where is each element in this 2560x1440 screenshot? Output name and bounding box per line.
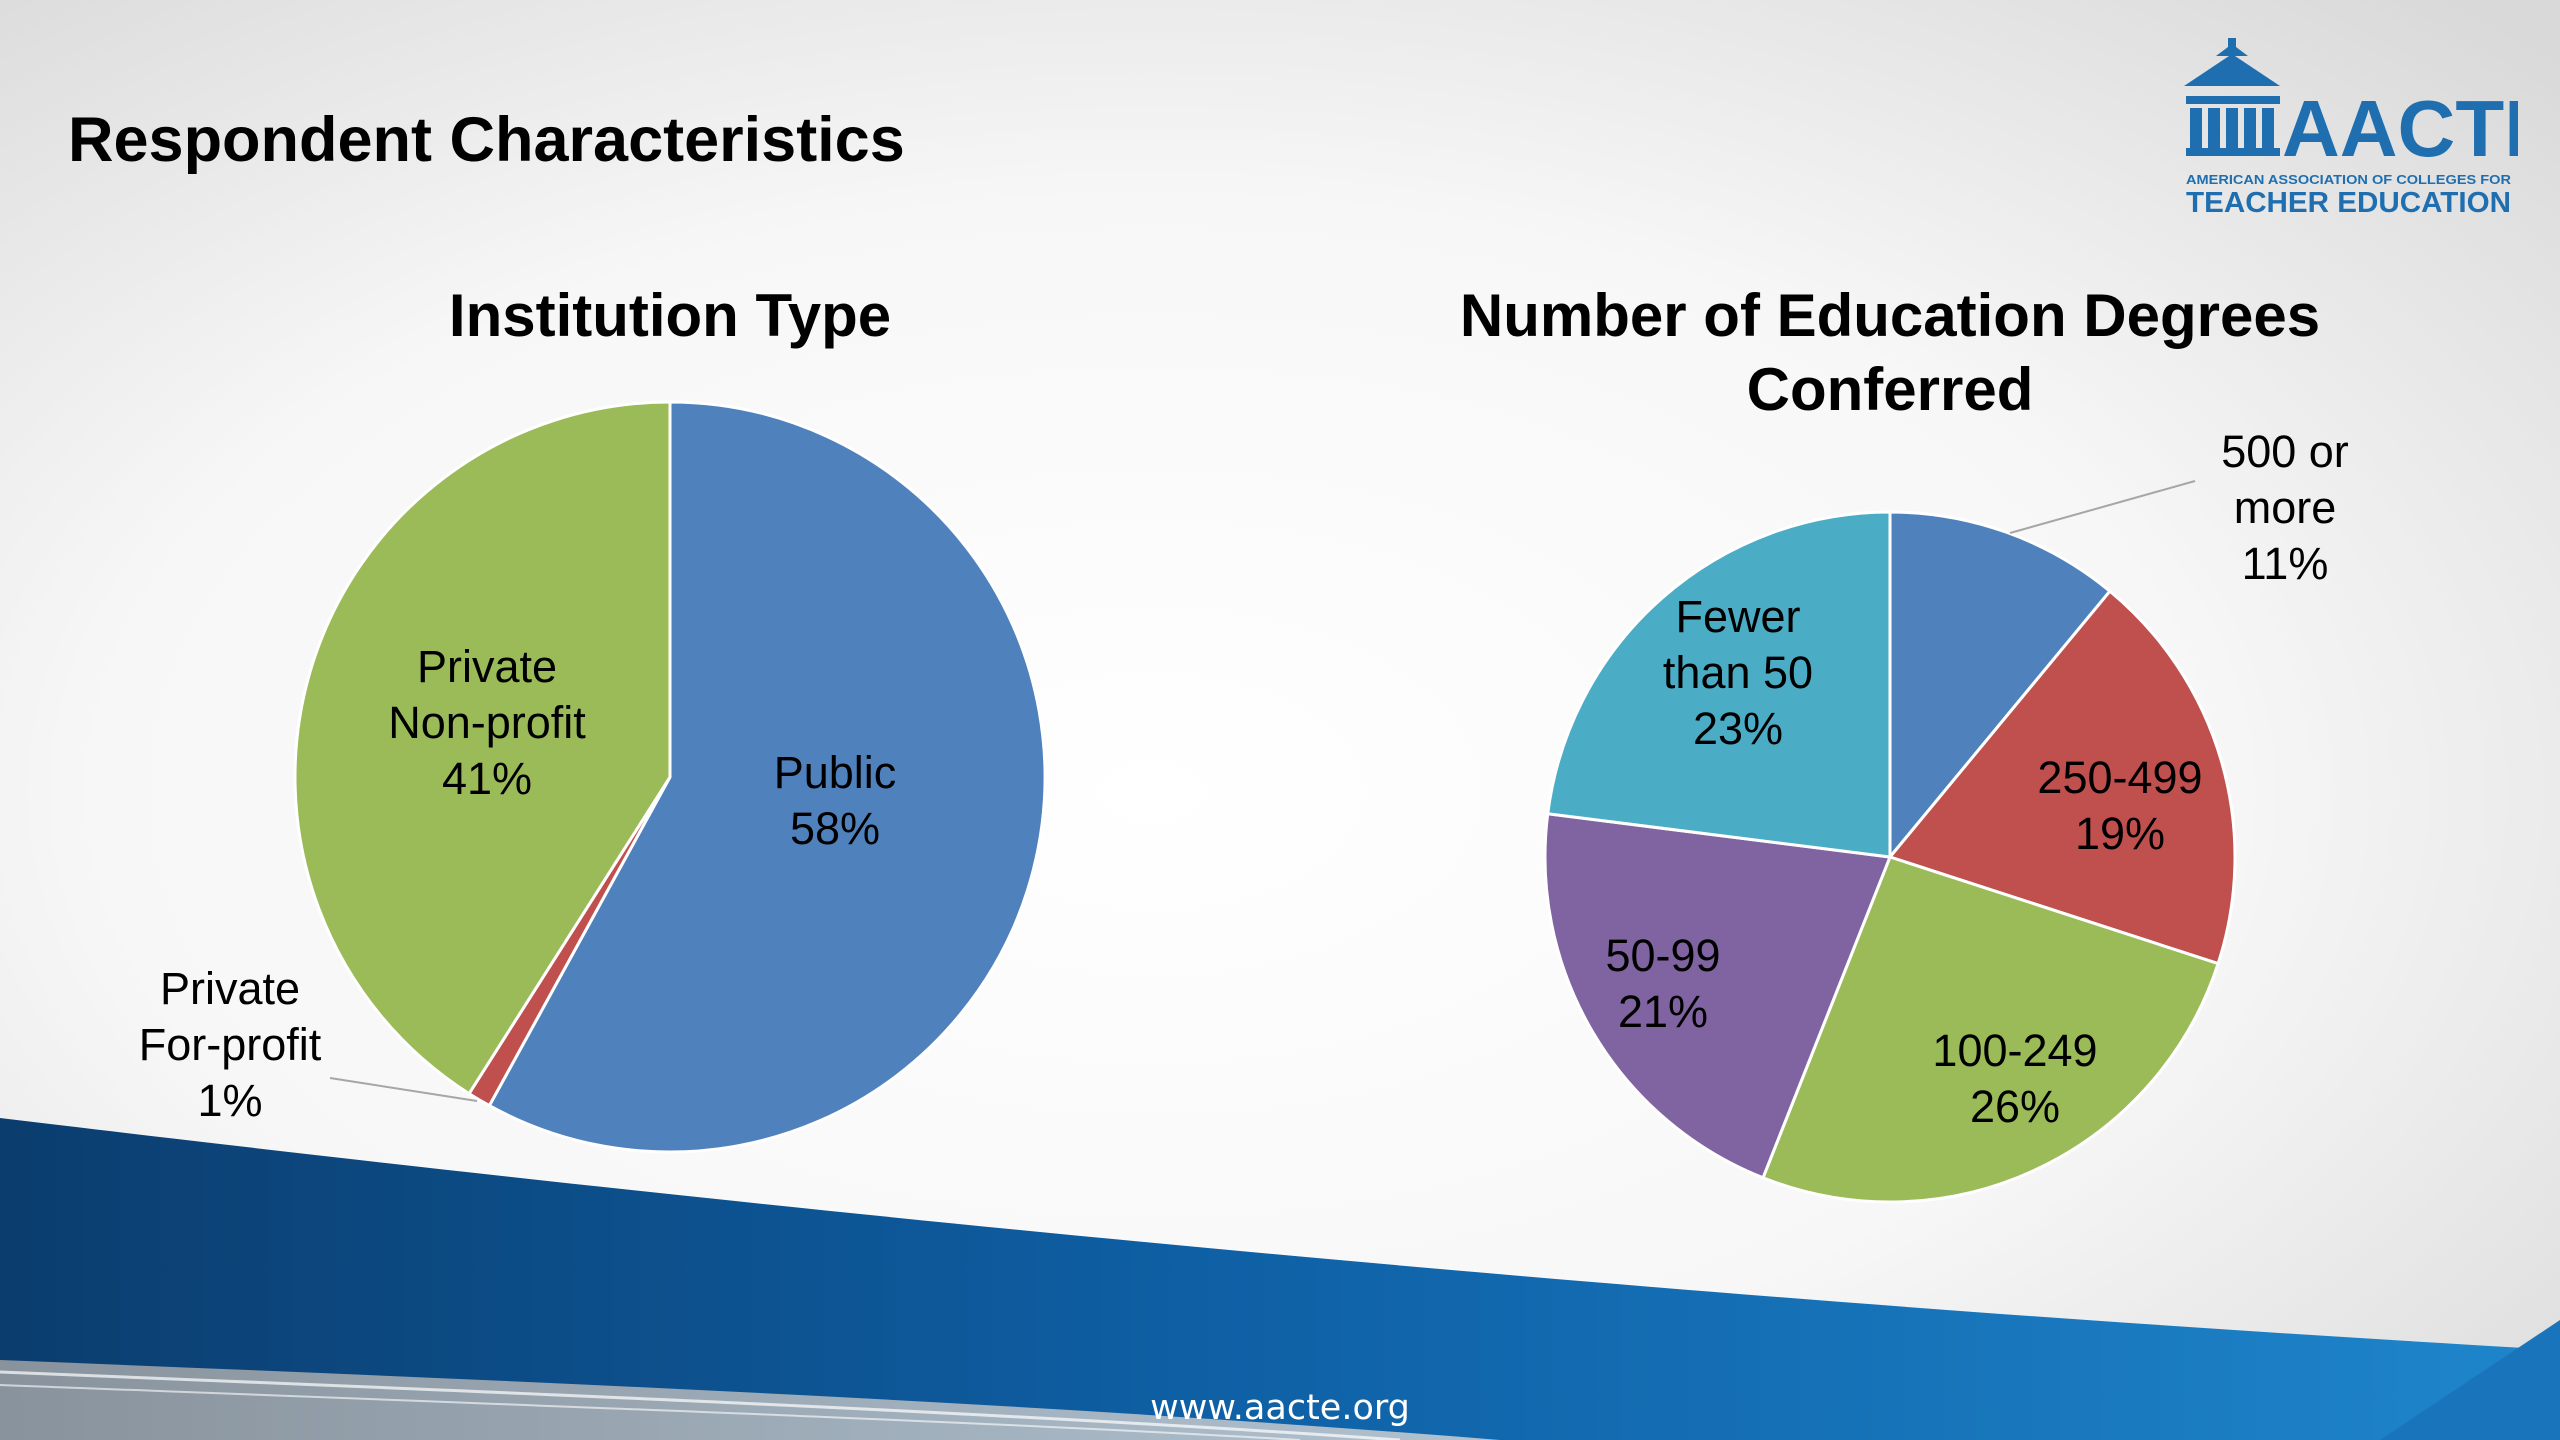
leader-line <box>329 1077 478 1102</box>
pie-slice-private-non-profit <box>293 400 672 1096</box>
chart-title-line2: Conferred <box>1747 356 2034 423</box>
slice-label: Private Non-profit 41% <box>388 641 586 804</box>
pie-slice-50-99 <box>1543 812 1893 1180</box>
slice-label: 500 or more 11% <box>2221 426 2349 589</box>
slice-label: 50-99 21% <box>1605 930 1720 1037</box>
pie-slice-250-499 <box>1887 589 2237 966</box>
pie-slice-fewer-than-50 <box>1546 510 1892 859</box>
pie-slice-public <box>487 400 1047 1154</box>
pie-slice-500-or-more <box>1888 510 2113 862</box>
slice-label: Public 58% <box>774 747 897 854</box>
logo-wordmark: AACTE <box>2282 84 2518 173</box>
slice-label: 100-249 26% <box>1932 1025 2097 1132</box>
slide-title: Respondent Characteristics <box>68 105 905 175</box>
footer-url: www.aacte.org <box>1150 1388 1410 1428</box>
logo-subtitle-line1: AMERICAN ASSOCIATION OF COLLEGES FOR <box>2186 173 2511 187</box>
chart-title: Institution Type <box>449 282 891 349</box>
logo-subtitle-line2: TEACHER EDUCATION <box>2186 187 2511 214</box>
leader-line <box>2009 480 2196 534</box>
schoolhouse-icon <box>2184 38 2280 156</box>
slice-label: Fewer than 50 23% <box>1663 591 1813 754</box>
aacte-logo: AACTE AMERICAN ASSOCIATION OF COLLEGES F… <box>2184 38 2518 214</box>
chart-title-line1: Number of Education Degrees <box>1460 282 2320 349</box>
slice-label: Private For-profit 1% <box>139 963 322 1126</box>
pie-slice-100-249 <box>1761 855 2221 1204</box>
slice-label: 250-499 19% <box>2037 752 2202 859</box>
